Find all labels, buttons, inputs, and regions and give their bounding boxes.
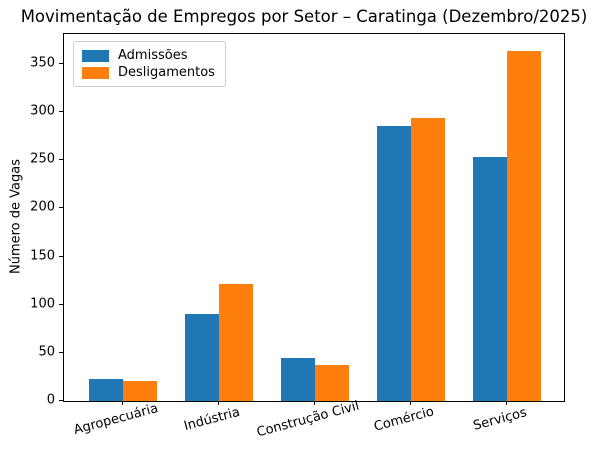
- bar-desligamentos: [219, 284, 253, 401]
- legend-swatch-admissoes: [82, 49, 109, 62]
- x-tick-label: Agropecuária: [72, 401, 160, 438]
- legend-item-desligamentos: Desligamentos: [82, 64, 215, 81]
- y-tick-mark: [59, 62, 63, 64]
- bar-desligamentos: [411, 118, 445, 401]
- x-tick-mark: [314, 401, 315, 405]
- y-axis-label: Número de Vagas: [8, 159, 24, 274]
- x-tick-mark: [122, 401, 123, 405]
- x-tick-mark: [218, 401, 219, 405]
- y-tick-label: 200: [30, 199, 55, 215]
- legend: Admissões Desligamentos: [73, 41, 226, 87]
- bar-admissoes: [377, 126, 411, 401]
- x-tick-mark: [410, 401, 411, 405]
- y-tick-mark: [59, 303, 63, 305]
- y-tick-label: 250: [30, 151, 55, 167]
- y-tick-label: 300: [30, 103, 55, 119]
- y-tick-label: 350: [30, 55, 55, 71]
- legend-label-desligamentos: Desligamentos: [118, 65, 215, 80]
- y-tick-mark: [59, 207, 63, 209]
- y-tick-mark: [59, 351, 63, 353]
- y-tick-mark: [59, 400, 63, 401]
- bar-admissoes: [89, 379, 123, 401]
- bar-desligamentos: [315, 365, 349, 401]
- y-tick-mark: [59, 111, 63, 113]
- bar-admissoes: [281, 358, 315, 401]
- legend-label-admissoes: Admissões: [118, 48, 188, 63]
- bar-admissoes: [473, 157, 507, 401]
- y-tick-label: 150: [30, 248, 55, 263]
- y-tick-label: 100: [30, 296, 55, 312]
- bar-desligamentos: [507, 51, 541, 401]
- plot-area: [63, 33, 565, 402]
- x-tick-label: Construção Civil: [255, 398, 361, 441]
- x-tick-label: Indústria: [182, 404, 242, 435]
- legend-swatch-desligamentos: [82, 66, 109, 79]
- legend-item-admissoes: Admissões: [82, 47, 215, 64]
- y-tick-label: 0: [46, 392, 55, 408]
- bar-admissoes: [185, 314, 219, 401]
- y-tick-label: 50: [38, 344, 55, 360]
- x-tick-mark: [506, 401, 507, 405]
- y-tick-mark: [59, 255, 63, 257]
- x-tick-label: Serviços: [471, 405, 529, 434]
- y-tick-mark: [59, 159, 63, 161]
- chart-title: Movimentação de Empregos por Setor – Car…: [20, 7, 588, 26]
- x-tick-label: Comércio: [372, 404, 436, 435]
- bar-desligamentos: [123, 381, 157, 401]
